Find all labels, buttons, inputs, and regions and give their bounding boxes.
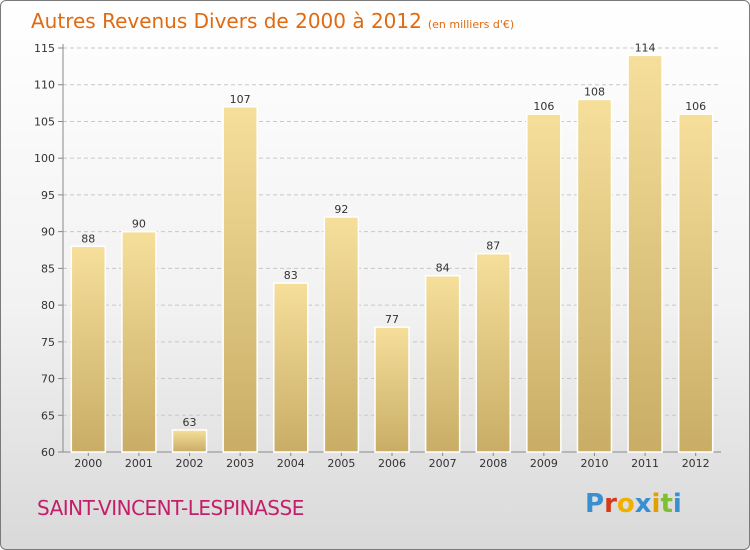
data-label-2002: 63 bbox=[183, 416, 197, 429]
x-tick-label-2000: 2000 bbox=[74, 457, 102, 470]
x-tick-label-2004: 2004 bbox=[277, 457, 305, 470]
x-tick-label-2007: 2007 bbox=[429, 457, 457, 470]
logo-letter: i bbox=[672, 489, 682, 519]
x-tick-label-2003: 2003 bbox=[226, 457, 254, 470]
logo-letter: P bbox=[585, 489, 605, 519]
bar-2005 bbox=[323, 216, 360, 453]
data-label-2008: 87 bbox=[486, 240, 500, 253]
logo-letter: i bbox=[651, 489, 661, 519]
bar-2001 bbox=[121, 230, 157, 453]
chart-title: Autres Revenus Divers de 2000 à 2012 (en … bbox=[31, 9, 514, 33]
y-tick-label: 100 bbox=[34, 152, 55, 165]
bar-2009 bbox=[526, 113, 562, 453]
bar-2012 bbox=[677, 113, 714, 453]
y-tick-label: 105 bbox=[34, 115, 55, 128]
data-label-2004: 83 bbox=[284, 269, 298, 282]
data-label-2005: 92 bbox=[334, 203, 348, 216]
bar-2010 bbox=[576, 98, 613, 453]
data-label-2011: 114 bbox=[635, 41, 656, 54]
bar-2006 bbox=[374, 326, 410, 453]
y-tick-label: 60 bbox=[41, 446, 55, 459]
x-tick-label-2009: 2009 bbox=[530, 457, 558, 470]
bar-2002 bbox=[171, 429, 208, 453]
x-tick-label-2002: 2002 bbox=[176, 457, 204, 470]
city-name: SAINT-VINCENT-LESPINASSE bbox=[37, 496, 304, 520]
logo-letter: r bbox=[604, 489, 617, 519]
x-tick-label-2012: 2012 bbox=[682, 457, 710, 470]
logo-letter: o bbox=[616, 489, 635, 519]
proxiti-logo[interactable]: Proxiti bbox=[585, 489, 682, 519]
y-tick-label: 95 bbox=[41, 189, 55, 202]
data-label-2007: 84 bbox=[436, 262, 450, 275]
x-tick-label-2005: 2005 bbox=[327, 457, 355, 470]
y-tick-label: 80 bbox=[41, 299, 55, 312]
data-label-2010: 108 bbox=[584, 85, 605, 98]
data-label-2006: 77 bbox=[385, 313, 399, 326]
data-label-2009: 106 bbox=[533, 100, 554, 113]
chart-subtitle: (en milliers d'€) bbox=[427, 18, 515, 31]
bar-2004 bbox=[273, 282, 309, 453]
bar-2003 bbox=[222, 106, 258, 453]
data-labels: 88 90 63 107 83 92 77 84 87 106 108 114 106 bbox=[81, 41, 706, 429]
bar-2008 bbox=[475, 252, 511, 453]
x-tick-label-2006: 2006 bbox=[378, 457, 406, 470]
bar-2000 bbox=[70, 245, 107, 453]
y-tick-label: 70 bbox=[41, 373, 55, 386]
y-tick-label: 65 bbox=[41, 409, 55, 422]
chart-title-text: Autres Revenus Divers de 2000 à 2012 bbox=[31, 9, 422, 33]
logo-letter: x bbox=[634, 489, 652, 519]
data-label-2001: 90 bbox=[132, 218, 146, 231]
x-tick-label-2010: 2010 bbox=[580, 457, 608, 470]
bar-2011 bbox=[627, 54, 663, 453]
y-tick-label: 75 bbox=[41, 336, 55, 349]
x-tick-label-2001: 2001 bbox=[125, 457, 153, 470]
y-tick-label: 110 bbox=[34, 79, 55, 92]
x-tick-label-2008: 2008 bbox=[479, 457, 507, 470]
y-tick-label: 90 bbox=[41, 226, 55, 239]
bar-2007 bbox=[424, 274, 461, 453]
data-label-2003: 107 bbox=[230, 93, 251, 106]
y-tick-label: 85 bbox=[41, 262, 55, 275]
logo-letter: t bbox=[660, 489, 673, 519]
y-tick-label: 115 bbox=[34, 42, 55, 55]
data-label-2000: 88 bbox=[81, 232, 95, 245]
x-tick-label-2011: 2011 bbox=[631, 457, 659, 470]
bars bbox=[70, 54, 714, 453]
data-label-2012: 106 bbox=[685, 100, 706, 113]
